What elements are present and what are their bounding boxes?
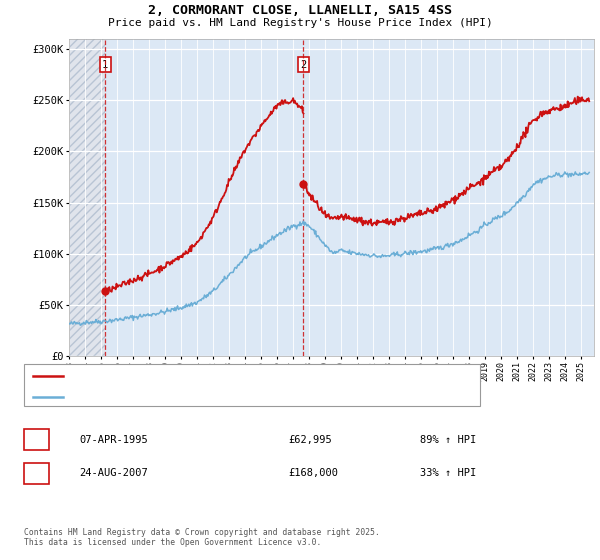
- Text: 2, CORMORANT CLOSE, LLANELLI, SA15 4SS: 2, CORMORANT CLOSE, LLANELLI, SA15 4SS: [148, 4, 452, 17]
- Text: 07-APR-1995: 07-APR-1995: [79, 435, 148, 445]
- Text: HPI: Average price, semi-detached house, Carmarthenshire: HPI: Average price, semi-detached house,…: [67, 392, 368, 402]
- Text: £168,000: £168,000: [288, 468, 338, 478]
- Text: 24-AUG-2007: 24-AUG-2007: [79, 468, 148, 478]
- Polygon shape: [69, 39, 106, 356]
- Text: 2: 2: [301, 59, 307, 69]
- Text: 89% ↑ HPI: 89% ↑ HPI: [420, 435, 476, 445]
- Text: £62,995: £62,995: [288, 435, 332, 445]
- Text: Contains HM Land Registry data © Crown copyright and database right 2025.
This d: Contains HM Land Registry data © Crown c…: [24, 528, 380, 547]
- Text: 1: 1: [33, 435, 40, 445]
- Text: 1: 1: [102, 59, 109, 69]
- Text: 33% ↑ HPI: 33% ↑ HPI: [420, 468, 476, 478]
- Bar: [69, 39, 106, 356]
- Text: 2: 2: [33, 468, 40, 478]
- Text: 2, CORMORANT CLOSE, LLANELLI, SA15 4SS (semi-detached house): 2, CORMORANT CLOSE, LLANELLI, SA15 4SS (…: [67, 371, 390, 380]
- Text: Price paid vs. HM Land Registry's House Price Index (HPI): Price paid vs. HM Land Registry's House …: [107, 18, 493, 28]
